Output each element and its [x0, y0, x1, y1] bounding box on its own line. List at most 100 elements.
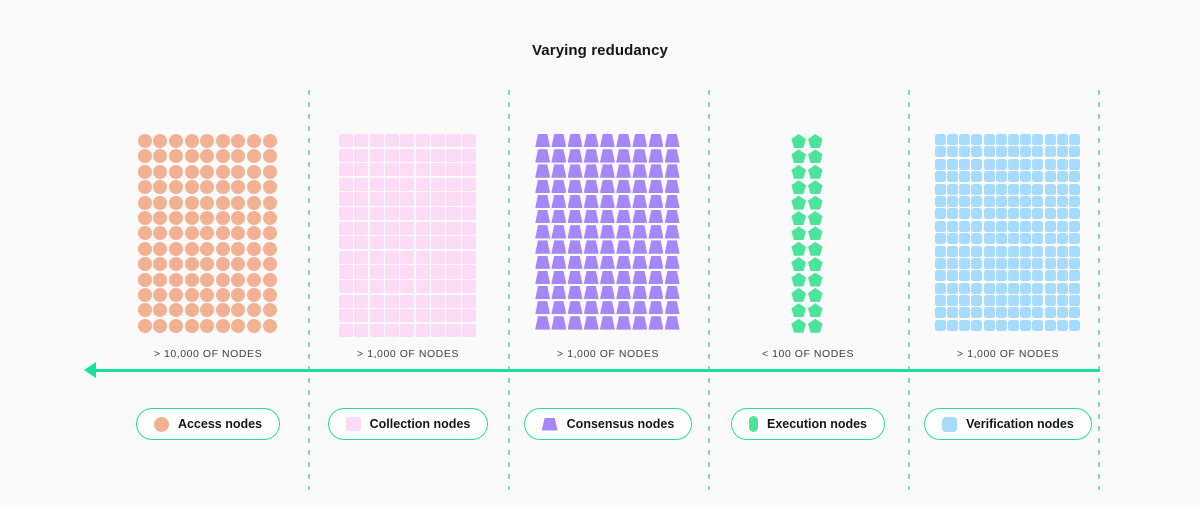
node-grid-collection: [308, 134, 508, 339]
access-node-icon: [153, 416, 169, 432]
node-cell: [808, 210, 823, 225]
node-cell: [664, 285, 680, 300]
node-cell: [384, 294, 400, 308]
node-cell: [583, 316, 599, 330]
node-cell: [169, 195, 184, 210]
node-cell: [1020, 195, 1032, 207]
node-cell: [461, 294, 477, 308]
node-cell: [1044, 257, 1056, 269]
node-cell: [1056, 171, 1068, 183]
node-cell: [791, 272, 806, 287]
node-cell: [369, 221, 384, 235]
node-cell: [1044, 171, 1056, 183]
node-cell: [1068, 270, 1080, 282]
node-cell: [791, 210, 806, 225]
node-cell: [808, 164, 823, 179]
node-cell: [791, 318, 806, 333]
node-cell: [791, 226, 806, 241]
node-cell: [1032, 307, 1044, 319]
node-cell: [808, 180, 823, 195]
verification-node-icon: [942, 416, 958, 432]
node-cell: [1056, 270, 1068, 282]
node-cell: [664, 225, 680, 239]
node-cell: [599, 301, 615, 315]
legend-pill-verification[interactable]: Verification nodes: [924, 408, 1092, 440]
node-cell: [535, 209, 551, 224]
node-cell: [246, 164, 261, 179]
node-cell: [1020, 282, 1032, 294]
node-cell: [648, 316, 664, 330]
node-cell: [1020, 208, 1032, 220]
node-cell: [137, 257, 152, 272]
node-cell: [431, 221, 446, 235]
node-cell: [184, 287, 199, 302]
node-cell: [262, 257, 277, 272]
node-cell: [231, 318, 246, 333]
node-cell: [632, 285, 648, 300]
node-cell: [153, 210, 168, 225]
node-cell: [616, 164, 632, 178]
node-cell: [1044, 195, 1056, 207]
node-cell: [934, 282, 946, 294]
node-cell: [1056, 257, 1068, 269]
node-cell: [200, 149, 215, 164]
redundancy-axis-line: [92, 369, 1100, 372]
node-cell: [400, 236, 415, 250]
node-cell: [431, 250, 446, 264]
node-cell: [384, 177, 400, 191]
node-cell: [934, 295, 946, 307]
legend-pill-access[interactable]: Access nodes: [135, 408, 281, 440]
node-cell: [354, 309, 369, 323]
node-cell: [415, 279, 430, 294]
node-cell: [354, 134, 369, 148]
node-cell: [567, 164, 583, 178]
column-collection: > 1,000 OF NODES Collection nodes: [308, 90, 508, 490]
node-grid-execution: [708, 134, 908, 339]
node-cell: [959, 233, 971, 245]
node-cell: [246, 134, 261, 148]
node-cell: [632, 149, 648, 163]
node-cell: [384, 265, 400, 279]
node-cell: [384, 221, 400, 235]
node-cell: [959, 270, 971, 282]
node-cell: [583, 134, 599, 148]
node-cell: [262, 226, 277, 241]
node-cell: [664, 164, 680, 178]
node-cell: [632, 301, 648, 315]
node-cell: [231, 226, 246, 241]
node-cell: [461, 206, 477, 221]
node-cell: [567, 240, 583, 254]
node-cell: [184, 134, 199, 148]
node-cell: [354, 279, 369, 294]
node-cell: [567, 209, 583, 224]
node-cell: [446, 323, 461, 337]
node-cell: [535, 240, 551, 254]
node-cell: [551, 149, 567, 163]
legend-label-consensus: Consensus nodes: [566, 417, 675, 431]
legend-execution: Execution nodes: [708, 408, 908, 440]
node-cell: [995, 257, 1007, 269]
node-cell: [384, 206, 400, 221]
legend-pill-collection[interactable]: Collection nodes: [327, 408, 489, 440]
legend-pill-consensus[interactable]: Consensus nodes: [523, 408, 693, 440]
legend-pill-execution[interactable]: Execution nodes: [730, 408, 886, 440]
node-cell: [983, 245, 995, 257]
node-cell: [1068, 195, 1080, 207]
column-divider-5: [1098, 90, 1100, 490]
node-cell: [384, 192, 400, 206]
node-cell: [616, 240, 632, 254]
node-cell: [262, 134, 277, 148]
node-cell: [338, 177, 353, 191]
node-cell: [1032, 183, 1044, 195]
node-cell: [791, 195, 806, 210]
node-cell: [599, 240, 615, 254]
node-cell: [431, 177, 446, 191]
node-cell: [1068, 220, 1080, 232]
node-cell: [400, 192, 415, 206]
node-cell: [461, 221, 477, 235]
node-cell: [137, 303, 152, 318]
node-cell: [400, 134, 415, 148]
node-cell: [791, 134, 806, 148]
node-cell: [461, 250, 477, 264]
node-cell: [1068, 295, 1080, 307]
